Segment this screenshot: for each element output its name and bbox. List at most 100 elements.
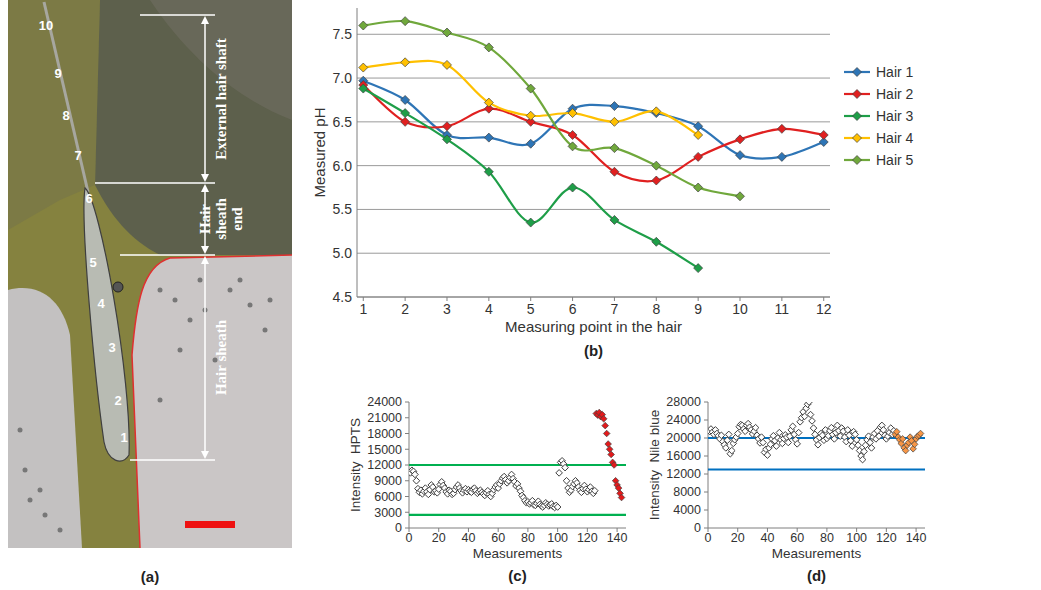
x-tick-label: 9 [694,301,702,317]
point [568,183,577,192]
x-tick-label: 8 [652,301,660,317]
point [554,504,561,511]
point [556,470,563,477]
point [442,28,451,37]
point [600,416,607,423]
image-ground [8,0,292,548]
y-tick-label: 3000 [374,506,402,520]
point [442,122,451,131]
y-tick-label: 4.5 [333,289,353,305]
point [736,192,745,201]
point [610,102,619,111]
x-tick-label: 80 [521,531,535,545]
sheath-edge [132,255,292,548]
point [810,425,817,432]
point [652,107,661,116]
particle [198,278,203,283]
y-tick [704,420,708,421]
point [893,428,900,435]
region-label-group: External hair shaft [213,38,229,159]
grid-line [357,165,830,166]
y-tick [704,492,708,493]
plot-area [359,17,828,273]
region-line: end [229,207,245,231]
y-tick-label: 16000 [666,449,701,463]
y-tick-label: 9000 [374,474,402,488]
x-tick-label: 80 [820,531,834,545]
y-tick-label: 6.0 [333,158,353,174]
plot-area [708,402,925,470]
point [652,176,661,185]
y-tick-label: 5.0 [333,245,353,261]
point [610,215,619,224]
x-tick-label: 120 [577,531,598,545]
series-line [363,21,740,196]
point [602,422,609,429]
point [484,133,493,142]
y-tick-label: 28000 [666,395,701,409]
x-axis [357,297,830,298]
point [764,452,771,459]
point-label: 3 [108,340,115,355]
point [752,424,759,431]
point [911,441,918,448]
panel-label: (b) [584,342,603,359]
reference-line [409,464,626,466]
y-tick-label: 15000 [367,443,402,457]
point [849,443,856,450]
particle [38,488,43,493]
x-tick-label: 10 [732,301,748,317]
x-axis [409,528,626,529]
region-label-group: Hair sheath [213,319,229,395]
point [795,429,802,436]
point [815,441,822,448]
x-tick-label: 140 [607,531,628,545]
y-tick-label: 4000 [673,503,701,517]
point [563,477,570,484]
point [789,423,796,430]
image-zone [95,0,292,255]
point [868,445,875,452]
y-tick [704,402,708,403]
legend-marker [853,134,862,143]
point [777,152,786,161]
legend-label: Hair 3 [876,108,914,124]
y-tick [405,528,409,529]
particle [248,303,253,308]
point [608,451,615,458]
point [568,142,577,151]
region-bound [130,459,215,461]
x-tick-label: 4 [485,301,493,317]
y-axis-title: Intensity HPTS [348,418,363,512]
figure: 12345678910External hair shaftHairsheath… [0,0,1041,590]
particle [58,528,63,533]
region-line: sheath [213,198,229,240]
particle [23,468,28,473]
arrow-head [201,451,209,459]
point [442,135,451,144]
x-tick-label: 140 [906,531,927,545]
x-axis [708,528,925,529]
point [401,17,410,26]
grid-line [357,253,830,254]
particle [158,398,163,403]
point-label: 9 [54,66,61,81]
region-arrow [204,261,206,454]
panel: 0400080001200016000200002400028000020406… [647,395,926,584]
x-tick-label: 7 [611,301,619,317]
x-tick-label: 0 [406,531,413,545]
point [359,63,368,72]
point [777,124,786,133]
point [806,402,813,405]
legend-label: Hair 5 [876,152,914,168]
x-axis-title: Measuring point in the hair [505,318,682,335]
point-label: 6 [85,191,92,206]
region-label: External hair shaft [213,38,229,159]
point [694,130,703,139]
legend-marker [853,68,862,77]
point-label: 2 [114,393,121,408]
point [902,447,909,454]
point [610,167,619,176]
panel: 4.55.05.56.06.57.07.5123456789101112Meas… [311,8,913,359]
point [618,494,625,501]
